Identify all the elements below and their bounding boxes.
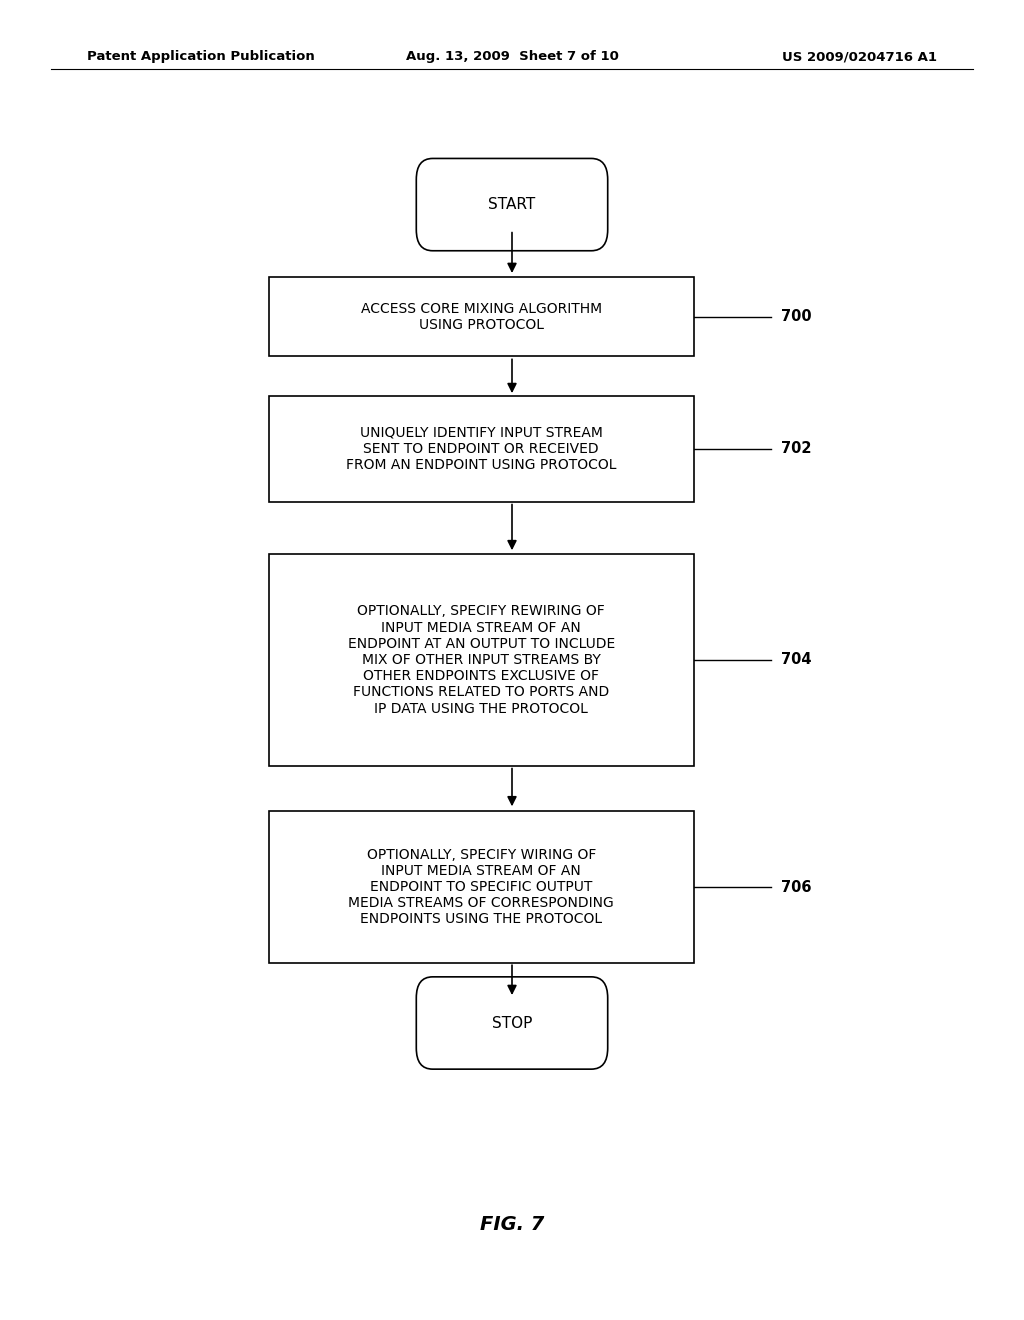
Point [764,309,776,325]
Text: START: START [488,197,536,213]
Text: US 2009/0204716 A1: US 2009/0204716 A1 [782,50,937,63]
Point [688,652,700,668]
Point [688,309,700,325]
Point [688,441,700,457]
Text: ACCESS CORE MIXING ALGORITHM
USING PROTOCOL: ACCESS CORE MIXING ALGORITHM USING PROTO… [360,302,602,331]
Text: OPTIONALLY, SPECIFY WIRING OF
INPUT MEDIA STREAM OF AN
ENDPOINT TO SPECIFIC OUTP: OPTIONALLY, SPECIFY WIRING OF INPUT MEDI… [348,847,614,927]
Point [764,879,776,895]
Text: OPTIONALLY, SPECIFY REWIRING OF
INPUT MEDIA STREAM OF AN
ENDPOINT AT AN OUTPUT T: OPTIONALLY, SPECIFY REWIRING OF INPUT ME… [348,605,614,715]
FancyBboxPatch shape [417,158,607,251]
Text: UNIQUELY IDENTIFY INPUT STREAM
SENT TO ENDPOINT OR RECEIVED
FROM AN ENDPOINT USI: UNIQUELY IDENTIFY INPUT STREAM SENT TO E… [346,425,616,473]
Text: 704: 704 [780,652,811,668]
Text: FIG. 7: FIG. 7 [480,1216,544,1234]
Point [764,441,776,457]
Text: Patent Application Publication: Patent Application Publication [87,50,314,63]
FancyBboxPatch shape [417,977,607,1069]
Text: STOP: STOP [492,1015,532,1031]
Point [764,652,776,668]
Text: 702: 702 [780,441,811,457]
Text: Aug. 13, 2009  Sheet 7 of 10: Aug. 13, 2009 Sheet 7 of 10 [406,50,618,63]
FancyBboxPatch shape [268,554,694,766]
FancyBboxPatch shape [268,396,694,502]
FancyBboxPatch shape [268,277,694,356]
FancyBboxPatch shape [268,810,694,964]
Text: 700: 700 [780,309,811,325]
Point [688,879,700,895]
Text: 706: 706 [780,879,811,895]
